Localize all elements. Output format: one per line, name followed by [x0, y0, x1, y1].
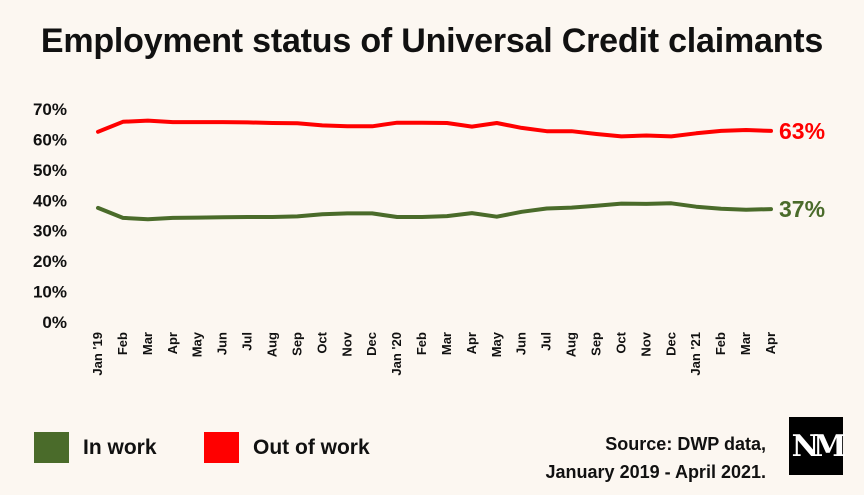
- x-tick-label: Jun: [215, 332, 230, 355]
- x-tick-label: Jul: [539, 332, 554, 351]
- x-tick-label: Feb: [414, 332, 429, 355]
- x-tick-label: Dec: [663, 332, 678, 356]
- chart-title: Employment status of Universal Credit cl…: [40, 22, 824, 60]
- x-tick-label: Dec: [364, 332, 379, 356]
- x-tick-label: Jun: [514, 332, 529, 355]
- x-axis: Jan '19 Feb Mar Apr May Jun Jul Aug Sep Oct Nov Dec…: [90, 331, 778, 375]
- x-tick-label: Apr: [165, 332, 180, 354]
- series-lines: [96, 118, 773, 222]
- y-tick-label: 0%: [42, 313, 67, 332]
- series-line-in-work: [96, 201, 773, 222]
- x-tick-label: Jan '21: [688, 332, 703, 376]
- x-tick-label: Jan '20: [389, 332, 404, 376]
- end-labels: 63% 37%: [779, 118, 825, 222]
- y-axis: 0% 10% 20% 30% 40% 50% 60% 70%: [33, 100, 67, 332]
- x-tick-label: Oct: [613, 331, 628, 353]
- source-note: Source: DWP data, January 2019 - April 2…: [546, 430, 766, 486]
- source-line-1: Source: DWP data,: [605, 434, 766, 454]
- y-tick-label: 10%: [33, 283, 67, 302]
- x-tick-label: Oct: [314, 331, 329, 353]
- x-tick-label: Mar: [140, 332, 155, 355]
- legend-label-out-of-work: Out of work: [253, 436, 370, 459]
- x-tick-label: Apr: [464, 332, 479, 354]
- series-line-out-of-work: [96, 118, 773, 139]
- x-tick-label: Nov: [638, 331, 653, 356]
- source-line-2: January 2019 - April 2021.: [545, 462, 766, 482]
- x-tick-label: Sep: [289, 332, 304, 356]
- y-tick-label: 40%: [33, 191, 67, 210]
- x-tick-label: Nov: [339, 331, 354, 356]
- x-tick-label: Feb: [713, 332, 728, 355]
- nm-logo-icon: NM: [789, 417, 846, 475]
- x-tick-label: Mar: [738, 332, 753, 355]
- y-tick-label: 70%: [33, 100, 67, 119]
- y-tick-label: 60%: [33, 130, 67, 149]
- end-label-out-of-work: 63%: [779, 118, 825, 144]
- legend-swatch-out-of-work: [204, 432, 239, 463]
- x-tick-label: Jan '19: [90, 332, 105, 376]
- x-tick-label: Jul: [240, 332, 255, 351]
- end-label-in-work: 37%: [779, 196, 825, 222]
- y-tick-label: 30%: [33, 222, 67, 241]
- x-tick-label: Aug: [564, 332, 579, 357]
- x-tick-label: May: [190, 331, 205, 357]
- x-tick-label: May: [489, 331, 504, 357]
- x-tick-label: Apr: [763, 332, 778, 354]
- legend-label-in-work: In work: [83, 436, 157, 459]
- x-tick-label: Feb: [115, 332, 130, 355]
- legend-swatch-in-work: [34, 432, 69, 463]
- x-tick-label: Mar: [439, 332, 454, 355]
- y-tick-label: 50%: [33, 161, 67, 180]
- x-tick-label: Aug: [264, 332, 279, 357]
- y-tick-label: 20%: [33, 252, 67, 271]
- x-tick-label: Sep: [589, 332, 604, 356]
